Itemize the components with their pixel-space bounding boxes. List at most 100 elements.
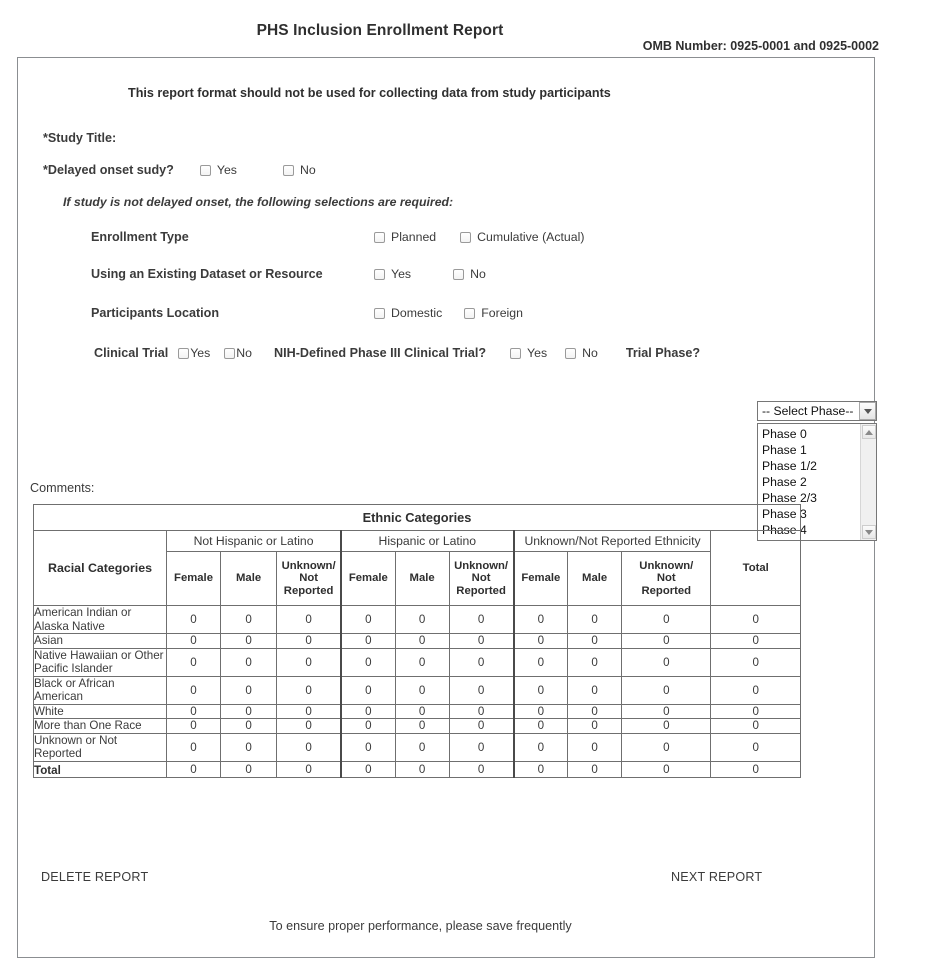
cell-value[interactable]: 0 [448,760,515,778]
checkbox-icon[interactable] [224,347,236,359]
checkbox-icon[interactable] [510,347,522,359]
cell-value[interactable]: 0 [276,703,342,719]
scroll-down-icon[interactable] [861,525,876,539]
cell-value[interactable]: 0 [276,633,342,649]
checkbox-icon[interactable] [374,268,385,280]
cell-value[interactable]: 0 [340,605,396,634]
cell-value[interactable]: 0 [394,703,450,719]
cell-value[interactable]: 0 [276,760,342,778]
cell-value[interactable]: 0 [394,605,450,634]
cell-value[interactable]: 0 [567,605,623,634]
cell-value[interactable]: 0 [567,647,623,677]
nih-phase3-yes-option[interactable]: Yes [510,346,547,360]
cell-value[interactable]: 0 [165,605,222,634]
cell-value[interactable]: 0 [394,675,450,705]
cell-value[interactable]: 0 [165,760,222,778]
cell-value[interactable]: 0 [621,760,712,778]
cell-value[interactable]: 0 [276,732,342,762]
cell-value[interactable]: 0 [512,732,569,762]
checkbox-icon[interactable] [374,231,385,243]
checkbox-icon[interactable] [464,307,476,319]
cell-value[interactable]: 0 [165,675,222,705]
enrollment-planned-option[interactable]: Planned [374,230,436,244]
cell-value[interactable]: 0 [165,732,222,762]
cell-value[interactable]: 0 [394,633,450,649]
cell-value[interactable]: 0 [340,718,396,734]
cell-value[interactable]: 0 [276,605,342,634]
checkbox-icon[interactable] [199,164,211,176]
cell-value[interactable]: 0 [220,647,278,677]
dropdown-scrollbar[interactable] [860,424,876,540]
option-item[interactable]: Phase 1/2 [762,459,817,473]
cell-value[interactable]: 0 [340,732,396,762]
cell-value[interactable]: 0 [165,703,222,719]
cell-value[interactable]: 0 [340,703,396,719]
cell-value[interactable]: 0 [512,675,569,705]
cell-value[interactable]: 0 [512,718,569,734]
location-foreign-option[interactable]: Foreign [464,306,523,320]
checkbox-icon[interactable] [453,268,465,280]
cell-value[interactable]: 0 [621,732,712,762]
cell-value[interactable]: 0 [276,675,342,705]
cell-value[interactable]: 0 [567,718,623,734]
option-item[interactable]: Phase 2/3 [762,491,817,505]
option-item[interactable]: Phase 1 [762,443,807,457]
cell-value[interactable]: 0 [220,718,278,734]
cell-value[interactable]: 0 [220,633,278,649]
next-report-button[interactable]: NEXT REPORT [671,870,763,884]
existing-dataset-no-option[interactable]: No [453,267,486,281]
delete-report-button[interactable]: DELETE REPORT [41,870,149,884]
cell-value[interactable]: 0 [621,647,712,677]
trial-phase-select[interactable]: -- Select Phase-- [757,401,877,421]
scroll-up-icon[interactable] [861,425,876,439]
cell-value[interactable]: 0 [220,760,278,778]
cell-value[interactable]: 0 [567,633,623,649]
cell-value[interactable]: 0 [276,647,342,677]
cell-value[interactable]: 0 [621,605,712,634]
chevron-down-icon[interactable] [859,402,876,420]
checkbox-icon[interactable] [565,347,577,359]
cell-value[interactable]: 0 [394,718,450,734]
cell-value[interactable]: 0 [448,718,515,734]
clinical-trial-yes-option[interactable]: Yes [178,346,210,360]
cell-value[interactable]: 0 [394,647,450,677]
cell-value[interactable]: 0 [220,605,278,634]
cell-value[interactable]: 0 [340,675,396,705]
cell-value[interactable]: 0 [621,703,712,719]
cell-value[interactable]: 0 [340,647,396,677]
cell-value[interactable]: 0 [165,718,222,734]
cell-value[interactable]: 0 [567,703,623,719]
nih-phase3-no-option[interactable]: No [565,346,598,360]
delayed-onset-yes-option[interactable]: Yes [199,163,237,177]
enrollment-cumulative-option[interactable]: Cumulative (Actual) [460,230,584,244]
cell-value[interactable]: 0 [220,703,278,719]
cell-value[interactable]: 0 [512,760,569,778]
cell-value[interactable]: 0 [512,633,569,649]
cell-value[interactable]: 0 [165,633,222,649]
checkbox-icon[interactable] [282,164,294,176]
cell-value[interactable]: 0 [621,633,712,649]
cell-value[interactable]: 0 [448,675,515,705]
cell-value[interactable]: 0 [621,718,712,734]
cell-value[interactable]: 0 [448,703,515,719]
cell-value[interactable]: 0 [220,675,278,705]
cell-value[interactable]: 0 [567,732,623,762]
cell-value[interactable]: 0 [276,718,342,734]
cell-value[interactable]: 0 [448,633,515,649]
option-item[interactable]: Phase 2 [762,475,807,489]
option-item[interactable]: Phase 0 [762,427,807,441]
existing-dataset-yes-option[interactable]: Yes [374,267,411,281]
checkbox-icon[interactable] [460,231,472,243]
cell-value[interactable]: 0 [621,675,712,705]
cell-value[interactable]: 0 [567,675,623,705]
cell-value[interactable]: 0 [448,605,515,634]
cell-value[interactable]: 0 [512,605,569,634]
cell-value[interactable]: 0 [394,760,450,778]
cell-value[interactable]: 0 [220,732,278,762]
cell-value[interactable]: 0 [394,732,450,762]
cell-value[interactable]: 0 [567,760,623,778]
location-domestic-option[interactable]: Domestic [374,306,442,320]
cell-value[interactable]: 0 [512,703,569,719]
cell-value[interactable]: 0 [448,647,515,677]
checkbox-icon[interactable] [178,347,190,359]
